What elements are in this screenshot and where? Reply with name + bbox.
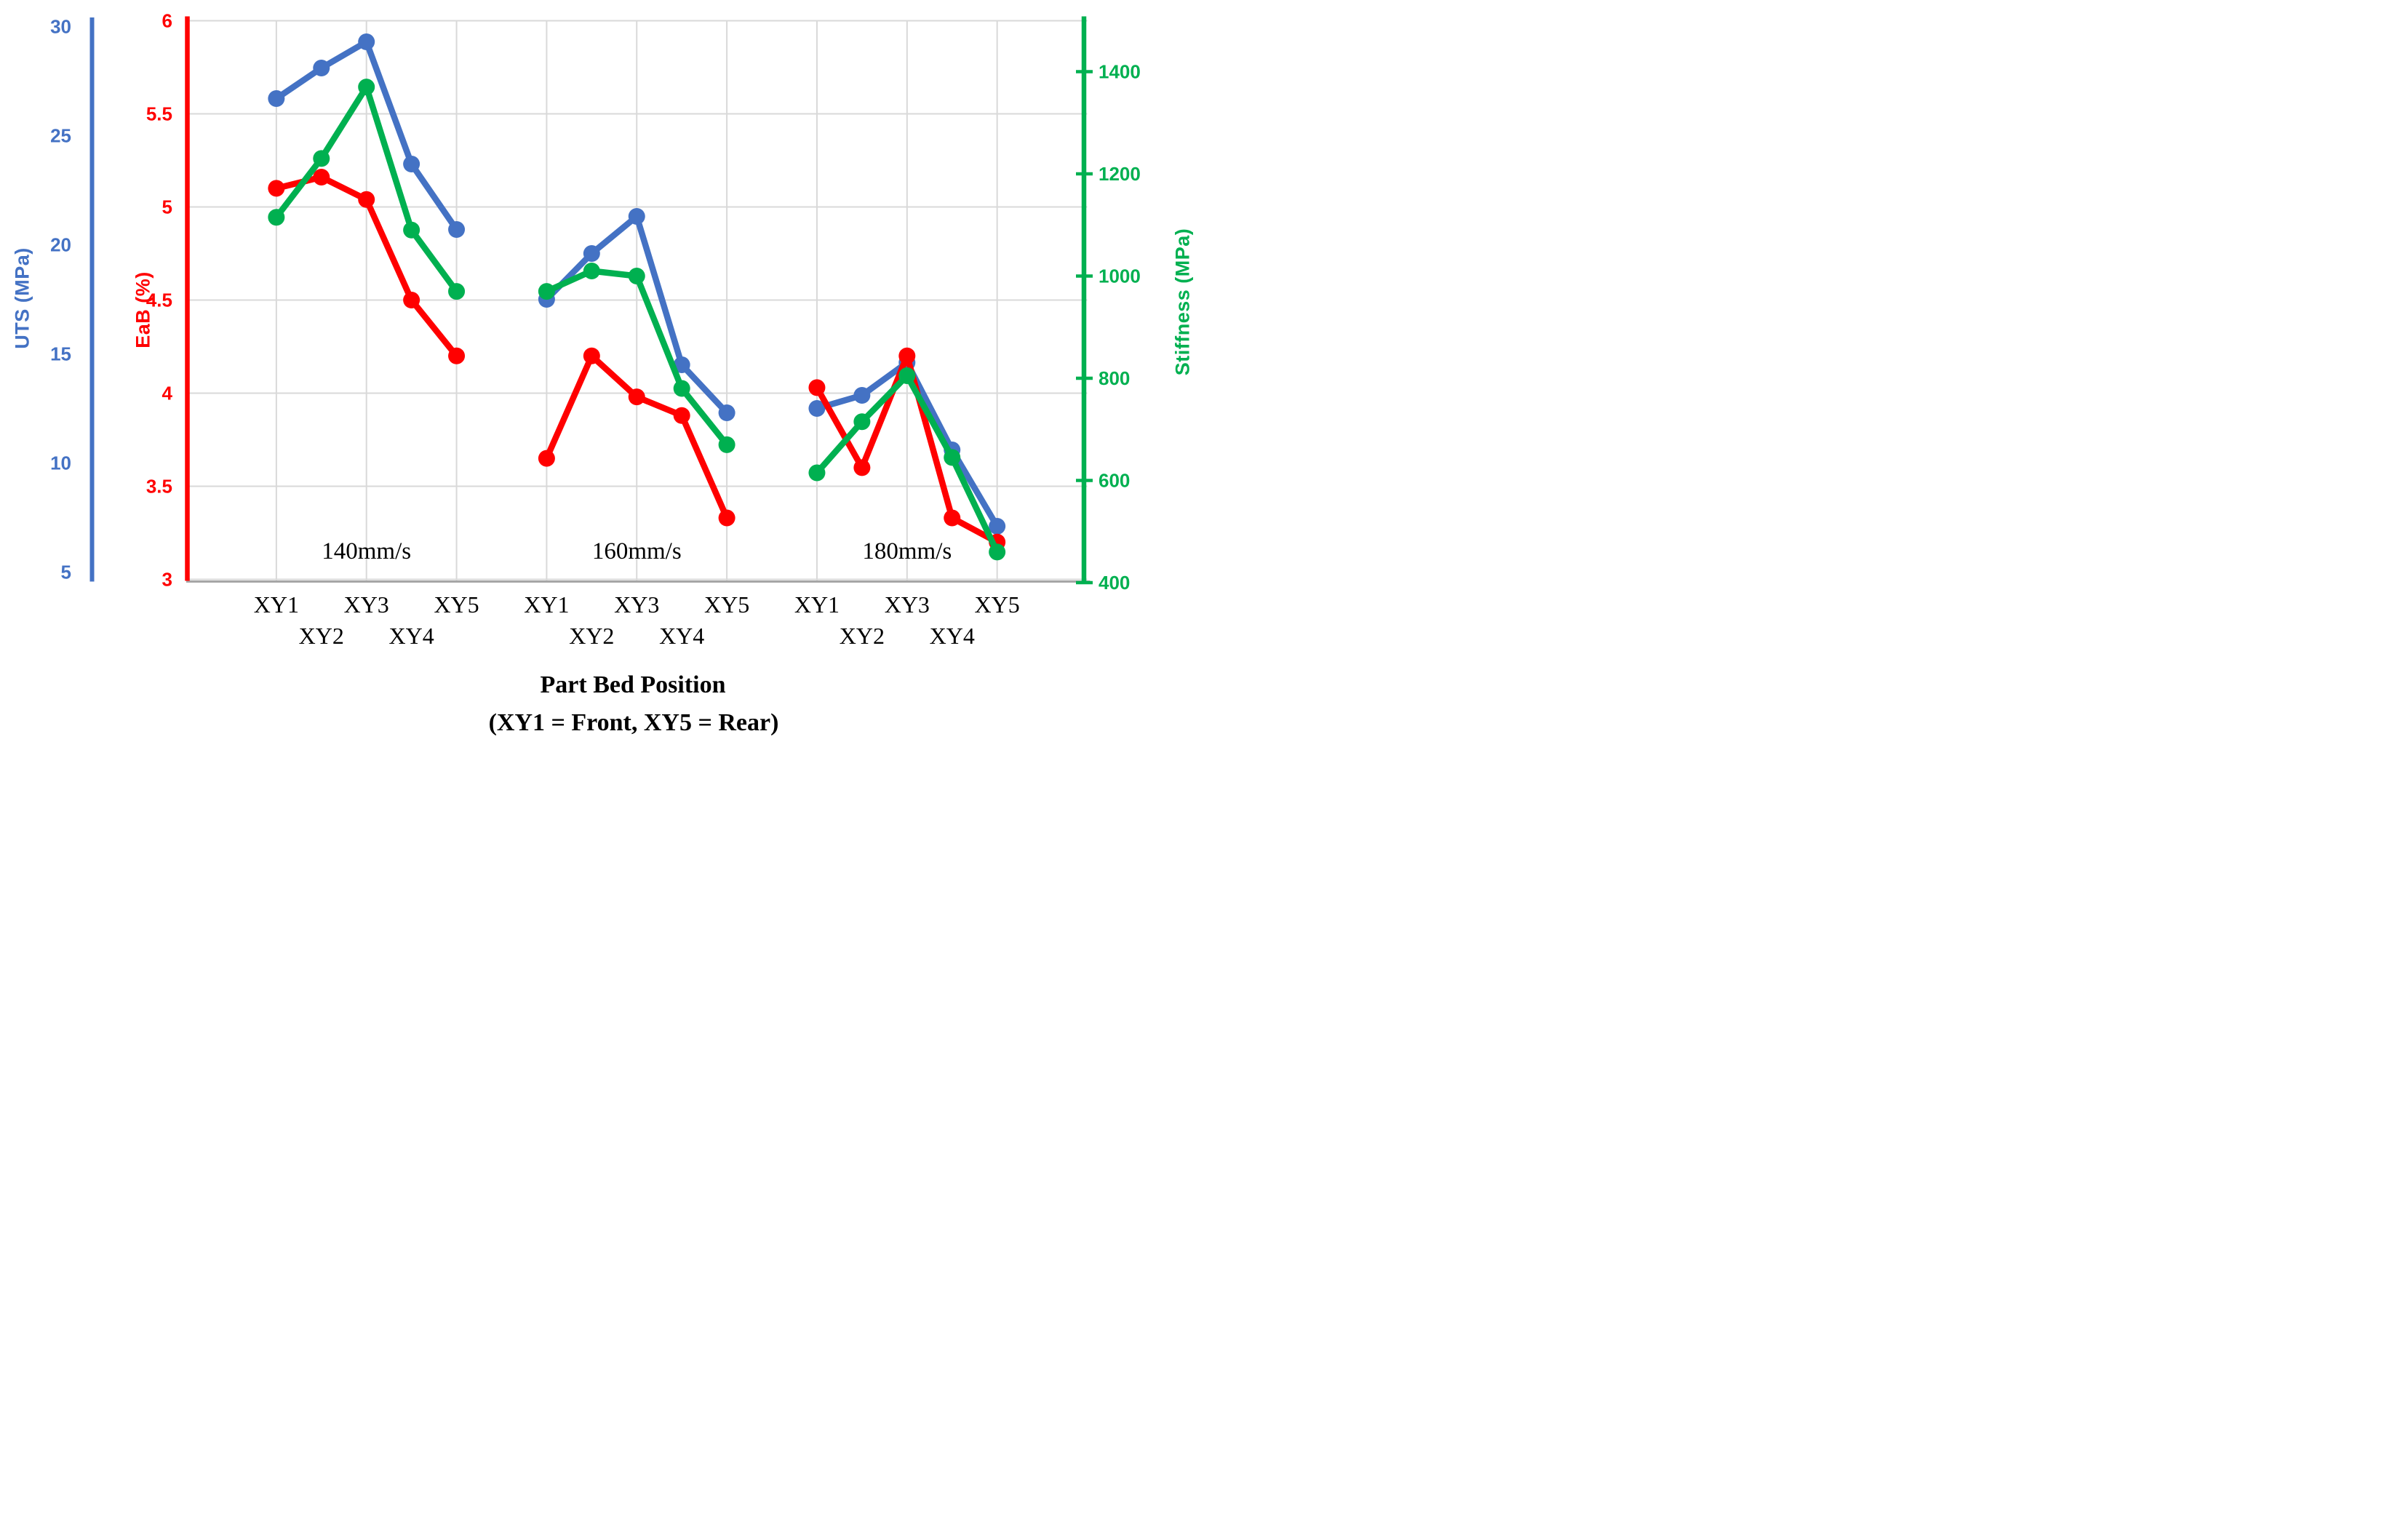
eab-axis-title: EaB (%) (132, 271, 154, 348)
eab-tick-label: 3 (162, 569, 172, 591)
stiffness-marker (944, 449, 961, 466)
category-label: XY3 (344, 591, 389, 618)
stiffness-tick-label: 1000 (1099, 266, 1141, 287)
uts-marker (448, 221, 466, 238)
eab-tick-label: 4 (162, 383, 173, 404)
x-axis-subtitle: (XY1 = Front, XY5 = Rear) (488, 709, 779, 736)
stiffness-marker (538, 283, 555, 300)
series-stiffness (268, 79, 1006, 561)
eab-marker (448, 347, 466, 364)
eab-marker (808, 379, 826, 396)
stiffness-marker (268, 209, 285, 226)
series-uts (268, 33, 1006, 535)
stiffness-marker (358, 79, 375, 96)
eab-marker (673, 407, 690, 424)
uts-tick-label: 20 (50, 234, 71, 256)
category-label: XY2 (840, 623, 885, 649)
eab-marker (853, 459, 871, 476)
uts-tick-label: 5 (61, 562, 71, 583)
stiffness-marker (989, 543, 1006, 561)
stiffness-tick-label: 800 (1099, 367, 1130, 389)
stiffness-marker (313, 150, 330, 167)
stiffness-marker (403, 221, 420, 239)
chart-figure: 30 25 20 15 10 5 6 5.5 5 4.5 4 3.5 3 1400 1200 1000 800 6… (0, 0, 1204, 756)
uts-tick-label: 25 (50, 125, 71, 147)
eab-marker (538, 450, 555, 467)
category-label: XY1 (524, 591, 569, 618)
group-label: 180mm/s (862, 538, 952, 564)
category-label: XY1 (794, 591, 840, 618)
x-axis-title: Part Bed Position (540, 671, 726, 698)
category-label: XY3 (885, 591, 930, 618)
stiffness-axis-title: Stiffness (MPa) (1171, 228, 1194, 376)
category-label: XY4 (659, 623, 704, 649)
uts-marker (989, 518, 1006, 535)
stiffness-tick-label: 1400 (1099, 61, 1141, 83)
eab-tick-label: 6 (162, 10, 172, 32)
eab-marker (944, 509, 961, 527)
eab-tick-labels: 6 5.5 5 4.5 4 3.5 3 (146, 10, 173, 591)
uts-tick-label: 10 (50, 452, 71, 474)
eab-tick-label: 4.5 (146, 290, 172, 311)
group-label: 140mm/s (322, 538, 411, 564)
uts-tick-label: 30 (50, 16, 71, 38)
eab-marker (358, 191, 375, 208)
stiffness-tick-label: 400 (1099, 572, 1130, 594)
category-label: XY4 (930, 623, 975, 649)
eab-marker (403, 292, 420, 308)
eab-marker (583, 347, 600, 364)
stiffness-tick-label: 600 (1099, 470, 1130, 492)
uts-marker (718, 404, 735, 421)
uts-marker (808, 400, 826, 417)
category-label: XY1 (254, 591, 299, 618)
category-label: XY2 (299, 623, 344, 649)
uts-tick-label: 15 (50, 343, 71, 365)
stiffness-tick-labels: 1400 1200 1000 800 600 400 (1099, 61, 1141, 594)
category-label: XY5 (434, 591, 479, 618)
eab-marker (313, 169, 330, 186)
stiffness-marker (898, 367, 916, 384)
eab-marker (268, 180, 285, 197)
eab-marker (628, 388, 645, 406)
uts-marker (673, 356, 690, 373)
category-label: XY4 (389, 623, 434, 649)
stiffness-marker (808, 464, 826, 482)
uts-marker (628, 208, 645, 225)
chart-canvas: 30 25 20 15 10 5 6 5.5 5 4.5 4 3.5 3 1400 1200 1000 800 6… (50, 10, 1141, 650)
eab-marker (898, 347, 916, 364)
group-labels: 140mm/s 160mm/s 180mm/s (322, 538, 952, 564)
uts-marker (358, 33, 375, 50)
stiffness-marker (448, 283, 466, 300)
stiffness-marker (853, 413, 871, 431)
eab-tick-label: 5.5 (146, 103, 172, 125)
stiffness-marker (583, 262, 600, 279)
uts-marker (313, 60, 330, 76)
category-label: XY2 (569, 623, 614, 649)
v-gridlines (275, 20, 998, 582)
uts-marker (268, 90, 285, 107)
eab-tick-label: 5 (162, 196, 172, 218)
uts-tick-labels: 30 25 20 15 10 5 (50, 16, 71, 583)
stiffness-tick-label: 1200 (1099, 163, 1141, 185)
eab-marker (718, 509, 735, 527)
group-label: 160mm/s (592, 538, 682, 564)
uts-marker (583, 245, 600, 262)
stiffness-marker (628, 268, 645, 284)
category-label: XY5 (975, 591, 1020, 618)
axis-lines (89, 16, 1093, 585)
uts-marker (403, 156, 420, 172)
category-label: XY5 (704, 591, 749, 618)
stiffness-marker (673, 380, 690, 397)
eab-tick-label: 3.5 (146, 476, 172, 498)
stiffness-marker (718, 436, 735, 453)
category-label: XY3 (614, 591, 659, 618)
uts-marker (853, 387, 871, 404)
uts-axis-title: UTS (MPa) (11, 247, 33, 349)
